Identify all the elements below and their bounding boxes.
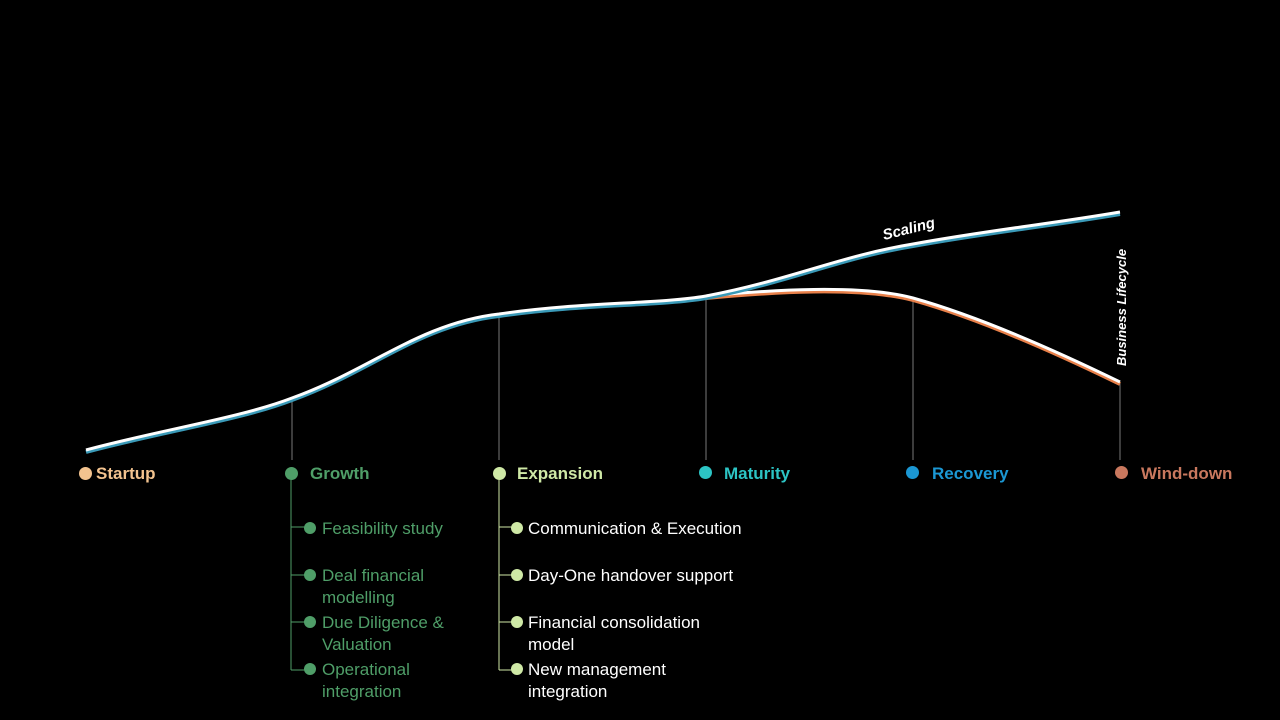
growth-item-label: Due Diligence & Valuation — [322, 613, 444, 654]
maturity-label: Maturity — [724, 464, 791, 483]
decline-curve — [705, 287, 1121, 384]
recovery-label: Recovery — [932, 464, 1009, 483]
growth-item-label: Operational integration — [322, 660, 410, 701]
business-lifecycle-label: Business Lifecycle — [1114, 249, 1129, 366]
startup-label: Startup — [96, 464, 156, 483]
growth-item-bullet — [304, 616, 316, 628]
startup-dot — [79, 467, 92, 480]
expansion-item-bullet — [511, 522, 523, 534]
expansion-label: Expansion — [517, 464, 603, 483]
expansion-dot — [493, 467, 506, 480]
scaling-curve — [85, 210, 1121, 452]
expansion-item-label: Communication & Execution — [528, 519, 742, 538]
expansion-item-bullet — [511, 663, 523, 675]
expansion-item-bullet — [511, 569, 523, 581]
maturity-dot — [699, 466, 712, 479]
decline-curve-shadow — [705, 289, 1121, 386]
expansion-item-label: New management integration — [528, 660, 666, 701]
growth-item-bullet — [304, 522, 316, 534]
expansion-item-label: Day-One handover support — [528, 566, 734, 585]
scaling-label: Scaling — [881, 214, 937, 243]
growth-item-label: Feasibility study — [322, 519, 443, 538]
growth-item-bullet — [304, 663, 316, 675]
growth-dot — [285, 467, 298, 480]
scaling-curve-shadow — [85, 212, 1121, 454]
growth-label: Growth — [310, 464, 370, 483]
recovery-dot — [906, 466, 919, 479]
growth-item-label: Deal financial modelling — [322, 566, 425, 607]
growth-item-bullet — [304, 569, 316, 581]
expansion-item-bullet — [511, 616, 523, 628]
wind-down-dot — [1115, 466, 1128, 479]
expansion-item-label: Financial consolidation model — [528, 613, 700, 654]
wind-down-label: Wind-down — [1141, 464, 1233, 483]
